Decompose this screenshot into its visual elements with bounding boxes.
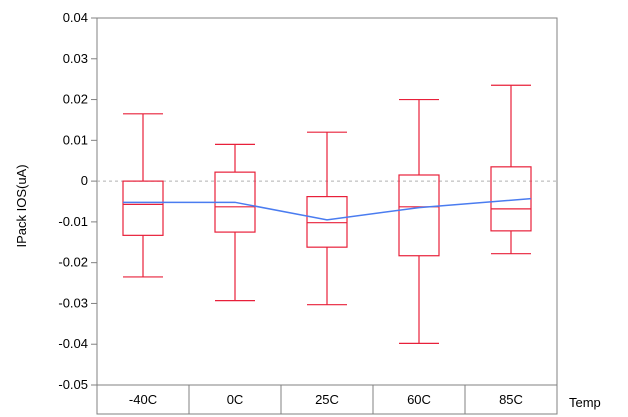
iqr-box xyxy=(306,196,348,248)
x-tick-label: 25C xyxy=(315,392,339,407)
x-axis-title: Temp xyxy=(569,395,601,410)
y-tick-label: -0.02 xyxy=(58,255,88,270)
y-tick-label: 0 xyxy=(81,173,88,188)
x-tick-label: 85C xyxy=(499,392,523,407)
x-axis-cells: -40C 0C 25C 60C 85C xyxy=(96,384,558,415)
box-2 xyxy=(214,143,256,302)
x-axis-band xyxy=(96,384,558,415)
box-4 xyxy=(398,98,440,345)
y-tick-label: -0.04 xyxy=(58,336,88,351)
y-tick-label: -0.03 xyxy=(58,295,88,310)
y-tick-label: 0.03 xyxy=(63,51,88,66)
y-tick-label: -0.01 xyxy=(58,214,88,229)
iqr-box xyxy=(398,174,440,257)
y-tick-label: 0.01 xyxy=(63,132,88,147)
x-tick-label: -40C xyxy=(129,392,157,407)
y-axis-title: IPack IOS(uA) xyxy=(14,164,29,247)
y-tick-label: 0.02 xyxy=(63,92,88,107)
iqr-box xyxy=(122,180,164,236)
y-tick-label: -0.05 xyxy=(58,377,88,392)
mean-line xyxy=(123,197,532,221)
box-1 xyxy=(122,113,164,278)
x-tick-label: 60C xyxy=(407,392,431,407)
y-tick-label: 0.04 xyxy=(63,10,88,25)
boxes xyxy=(122,84,532,345)
y-tick-labels: 0.04 0.03 0.02 0.01 0 -0.01 -0.02 -0.03 -0.04 -0.… xyxy=(58,10,97,392)
x-tick-label: 0C xyxy=(227,392,244,407)
box-5 xyxy=(490,84,532,255)
box-3 xyxy=(306,131,348,306)
